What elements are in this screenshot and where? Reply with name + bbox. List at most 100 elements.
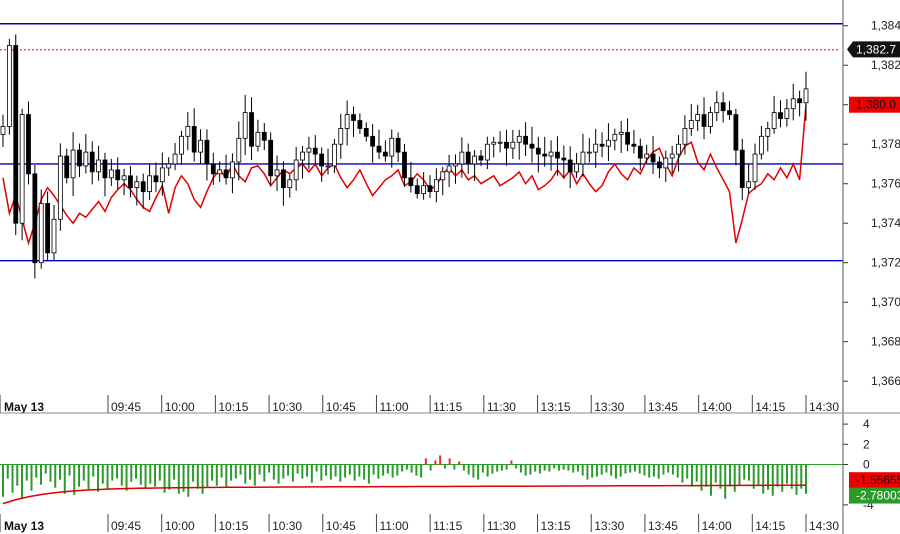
candle [217,161,223,183]
candle [459,137,465,178]
candle-body [720,102,726,112]
indicator-price-tag: 1,380.0 [849,96,900,113]
time-tick-label: 09:45 [111,400,141,414]
candle [529,126,535,163]
candle [803,71,809,121]
candle [147,164,152,200]
candle-body [363,128,369,137]
candle [580,133,586,177]
y-tick-label: 1,368 [871,335,900,349]
candle [453,154,458,184]
candle [230,153,235,194]
candle [421,172,427,200]
candle [102,152,108,197]
candle [6,38,12,135]
candle [599,132,605,158]
candle-body [236,137,242,163]
last-price-tag-text: 1,382.7 [856,42,896,56]
time-tick-label: 11:15 [433,400,462,414]
candle-body [790,98,796,110]
price-reference-lines [0,23,843,262]
time-tick-label: 10:45 [326,519,356,533]
candle [542,136,548,167]
candle-body [287,179,293,189]
candle-body [433,179,439,193]
candle-body [115,169,121,181]
time-tick-label: 11:00 [379,519,408,533]
candle-body [778,112,783,119]
candle-body [325,165,331,168]
candle-body [249,112,254,147]
candle-body [733,114,739,151]
candle-body [574,163,579,173]
candle [38,189,44,269]
candle [166,157,172,176]
candle [427,175,433,199]
candle-body [45,203,51,254]
candle-body [13,45,19,224]
time-tick-label: 13:45 [648,519,678,533]
candle-body [344,114,350,129]
candle [179,130,184,165]
osc-signal-path [2,484,806,505]
candle-body [631,143,637,147]
candle [657,156,662,179]
candle-body [357,120,363,129]
candle [293,146,299,191]
candle-body [465,151,471,165]
candle-body [618,131,624,135]
y-tick-label: 1,372 [871,256,900,270]
osc-red-tag-text: -1.55655 [856,473,900,487]
candle [535,136,541,173]
candle-body [606,139,611,147]
candle-body [351,114,356,121]
candle [242,94,248,156]
candle [497,131,503,153]
candle [83,133,89,174]
candle [765,121,771,152]
candle-body [159,167,165,183]
candle-body [446,165,452,173]
osc-y-tick-label: 2 [863,437,870,451]
oscillator-panel [0,455,843,505]
candle [108,158,114,186]
candle-body [555,151,560,159]
candle [300,145,305,179]
candle [325,148,331,175]
candle-body [701,114,707,127]
candle [771,95,777,134]
candle-body [83,151,89,167]
candle [561,145,567,179]
candle-body [637,145,643,159]
candle [344,100,350,146]
candle-body [230,161,235,179]
candle [261,122,267,151]
candle-body [26,114,31,175]
candle [402,143,407,187]
candle [382,140,388,162]
time-tick-label: 11:30 [487,400,516,414]
candle [663,150,669,182]
last-price-tag: 1,382.7 [847,41,900,58]
date-label: May 13 [4,519,44,533]
candle-body [96,159,101,173]
candle [567,146,573,189]
candle [440,166,446,196]
candle [115,157,121,190]
candle [790,83,796,121]
candle-body [491,141,497,145]
candle [682,115,688,155]
candle-body [803,88,809,104]
candle-body [758,135,764,155]
candle [172,142,178,171]
candle-body [77,149,82,167]
candle-body [682,128,688,145]
candle-body [548,151,554,157]
candle-body [140,181,146,193]
candle [0,114,6,148]
time-tick-label: 10:15 [218,400,248,414]
candle-body [688,120,694,129]
candle-body [535,147,541,155]
candle [720,92,726,123]
candle-body [382,151,388,157]
